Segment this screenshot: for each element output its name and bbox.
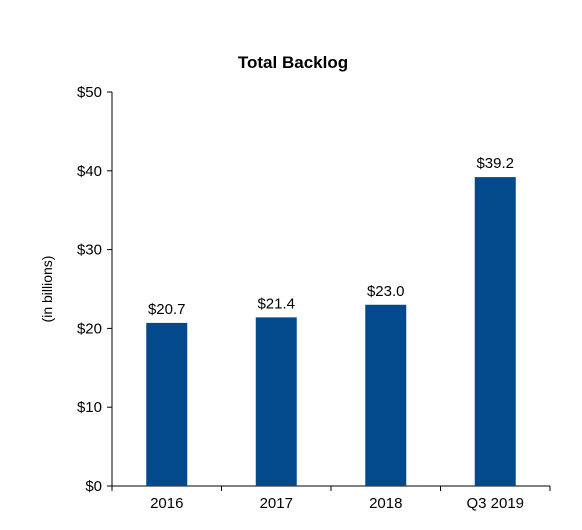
bar [474,177,516,486]
bar [255,317,297,486]
plot-area: $0 $10 $20 $30 $40 $50 $20.7 2016 $21.4 2017 $23.0… [77,84,551,512]
y-tick-label: $20 [77,320,102,337]
bar-data-label: $39.2 [476,155,514,172]
y-tick-label: $10 [77,399,102,416]
y-axis-label: (in billions) [39,256,55,323]
x-tick-label: 2016 [150,495,183,512]
bar-data-label: $20.7 [148,301,186,318]
x-tick-label: 2018 [369,495,402,512]
bar-data-label: $23.0 [367,283,405,300]
bar [146,322,188,486]
y-tick-label: $0 [85,478,102,495]
x-tick-label: 2017 [260,495,293,512]
bar-data-label: $21.4 [257,295,295,312]
y-tick-label: $50 [77,84,102,101]
y-tick-label: $30 [77,242,102,259]
bar [365,304,407,486]
chart-title: Total Backlog [238,53,348,72]
x-tick-label: Q3 2019 [466,495,524,512]
y-tick-label: $40 [77,163,102,180]
